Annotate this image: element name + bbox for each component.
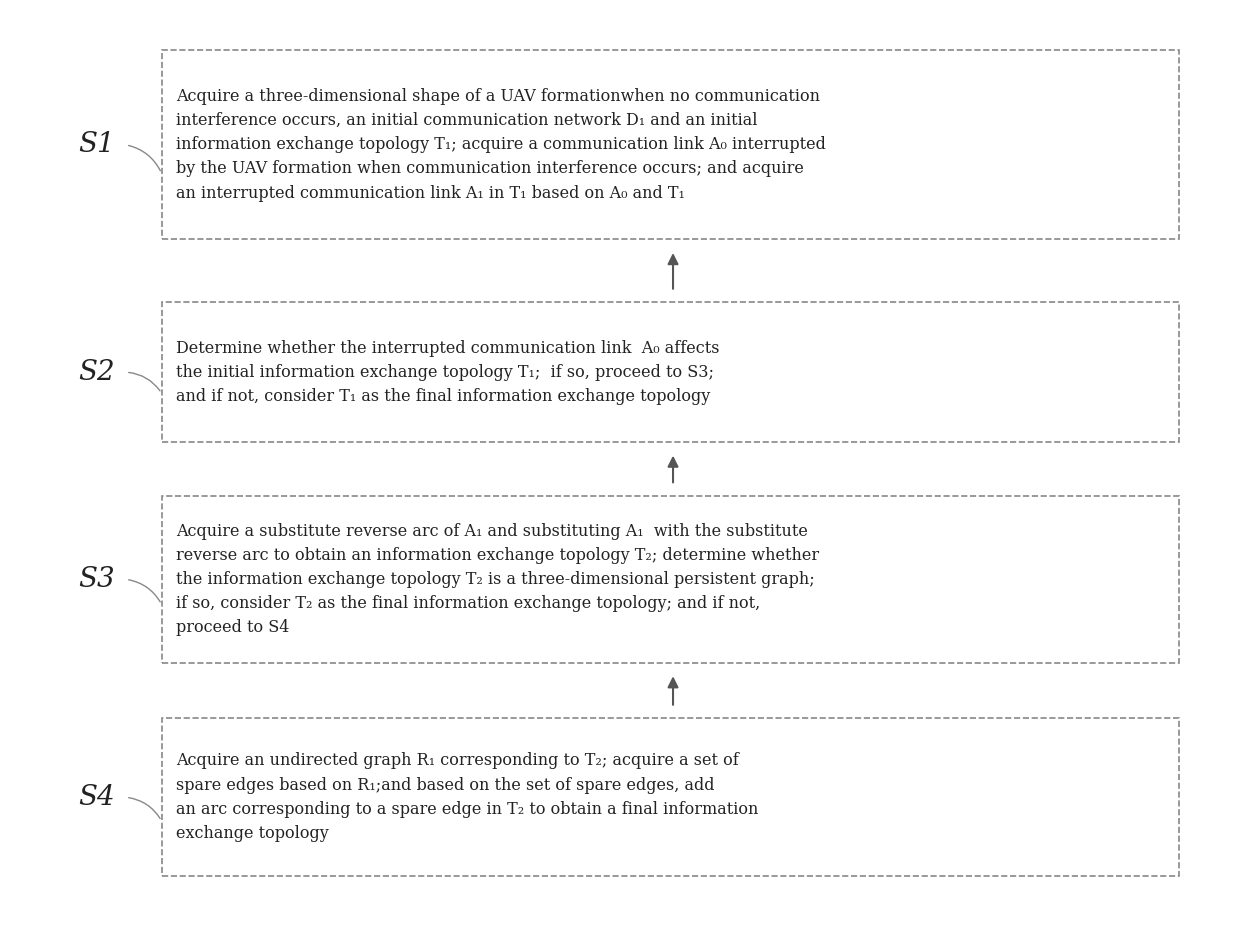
FancyBboxPatch shape [161,719,1178,876]
Text: S2: S2 [78,358,114,386]
Text: S4: S4 [78,784,114,810]
Text: S1: S1 [78,131,114,159]
FancyBboxPatch shape [161,302,1178,442]
FancyBboxPatch shape [161,51,1178,239]
Text: Acquire a substitute reverse arc of A₁ and substituting A₁  with the substitute
: Acquire a substitute reverse arc of A₁ a… [176,522,819,636]
Text: S3: S3 [78,566,114,593]
Text: Determine whether the interrupted communication link  A₀ affects
the initial inf: Determine whether the interrupted commun… [176,340,720,405]
Text: Acquire an undirected graph R₁ corresponding to T₂; acquire a set of
spare edges: Acquire an undirected graph R₁ correspon… [176,752,758,842]
Text: Acquire a three-dimensional shape of a UAV formationwhen no communication
interf: Acquire a three-dimensional shape of a U… [176,88,825,202]
FancyBboxPatch shape [161,496,1178,662]
